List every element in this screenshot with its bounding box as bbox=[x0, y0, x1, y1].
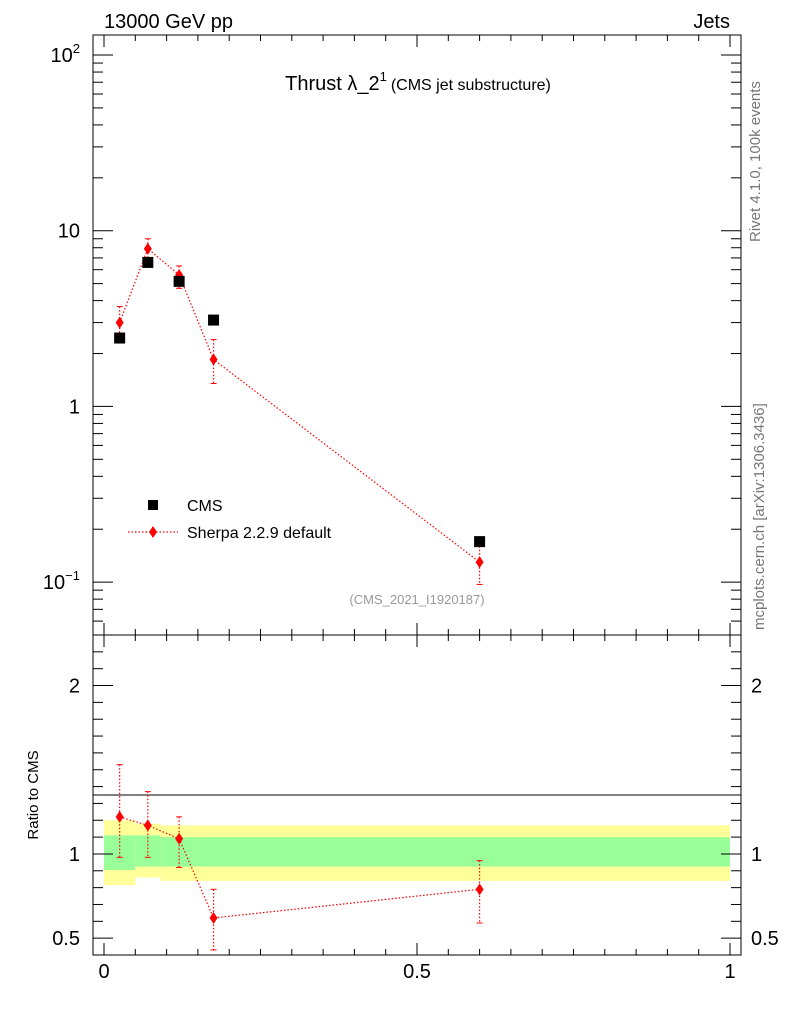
x-tick-label: 0 bbox=[98, 961, 109, 983]
sherpa-main-point bbox=[209, 353, 218, 366]
main-y-tick-label: 10 bbox=[58, 221, 80, 243]
plot-title-suffix: (CMS jet substructure) bbox=[391, 77, 551, 94]
sherpa-main-line bbox=[119, 247, 480, 563]
sherpa-ratio-point bbox=[475, 883, 484, 896]
cms-data-point bbox=[474, 536, 486, 548]
x-tick-label: 0.5 bbox=[403, 961, 431, 983]
cms-data-point bbox=[114, 332, 126, 344]
mcplots-reference-label: mcplots.cern.ch [arXiv:1306.3436] bbox=[751, 403, 768, 630]
legend-sherpa-label: Sherpa 2.2.9 default bbox=[187, 525, 332, 542]
main-y-tick-label: 10−1 bbox=[43, 568, 80, 594]
ratio-y-tick-label-left: 2 bbox=[69, 676, 80, 698]
main-plot-frame bbox=[92, 34, 742, 636]
cms-data-point bbox=[208, 314, 220, 326]
analysis-tag: (CMS_2021_I1920187) bbox=[349, 592, 484, 607]
sherpa-ratio-point bbox=[209, 911, 218, 924]
ratio-y-tick-label-right: 1 bbox=[751, 844, 762, 866]
legend-cms-label: CMS bbox=[187, 498, 223, 515]
x-tick-label: 1 bbox=[724, 961, 735, 983]
process-label: Jets bbox=[693, 11, 730, 33]
plot-title: Thrust λ_21 (CMS jet substructure) bbox=[285, 69, 551, 95]
sherpa-main-point bbox=[475, 556, 484, 569]
legend-cms-marker bbox=[148, 500, 158, 510]
ratio-inner-uncertainty-band bbox=[135, 835, 161, 867]
rivet-version-label: Rivet 4.1.0, 100k events bbox=[747, 81, 764, 242]
main-y-tick-label: 102 bbox=[51, 41, 80, 67]
ratio-plot-panel: 0.5 0.5 1 1 2 2 0 0.5 1 Ratio to CMS bbox=[25, 634, 779, 983]
energy-label: 13000 GeV pp bbox=[104, 11, 233, 33]
plot-title-main: Thrust λ_2 bbox=[285, 73, 379, 95]
ratio-y-axis-label: Ratio to CMS bbox=[25, 750, 42, 839]
main-y-tick-label: 1 bbox=[69, 396, 80, 418]
ratio-y-tick-label-right: 0.5 bbox=[751, 928, 779, 950]
ratio-y-tick-label-left: 0.5 bbox=[52, 928, 80, 950]
sherpa-main-point bbox=[143, 242, 152, 255]
plot-title-superscript: 1 bbox=[380, 69, 387, 84]
cms-data-point bbox=[173, 275, 185, 287]
ratio-inner-uncertainty-band bbox=[197, 837, 730, 867]
sherpa-ratio-point bbox=[175, 832, 184, 845]
sherpa-ratio-point bbox=[143, 819, 152, 832]
cms-data-point bbox=[142, 256, 154, 268]
sherpa-ratio-point bbox=[115, 810, 124, 823]
sherpa-main-point bbox=[115, 316, 124, 329]
ratio-y-tick-label-right: 2 bbox=[751, 676, 762, 698]
legend: CMS Sherpa 2.2.9 default bbox=[128, 498, 332, 542]
ratio-y-tick-label-left: 1 bbox=[69, 844, 80, 866]
legend-sherpa-marker bbox=[149, 526, 157, 538]
